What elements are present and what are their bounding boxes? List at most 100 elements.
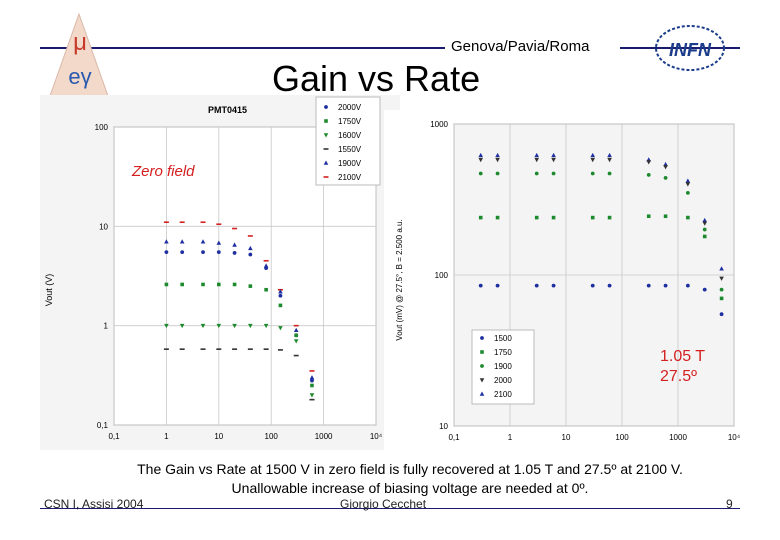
footer-author: Giorgio Cecchet: [340, 497, 427, 511]
data-point: [216, 323, 222, 329]
legend-label: 1600V: [338, 131, 362, 140]
data-point: [278, 293, 283, 298]
infn-text: INFN: [669, 40, 712, 60]
legend-marker: [323, 133, 329, 138]
data-point: [232, 227, 238, 230]
x-tick-label: 1: [508, 433, 513, 442]
data-point: [278, 303, 283, 308]
data-point: [646, 160, 652, 165]
footer-page-number: 9: [726, 497, 733, 511]
data-point: [310, 383, 314, 388]
left-legend: 2000V 1750V 1600V 1550V 1900V 2100V: [315, 96, 381, 186]
data-point: [702, 227, 707, 232]
data-point: [478, 215, 483, 220]
data-point: [478, 152, 484, 158]
data-point: [607, 171, 612, 176]
data-point: [293, 327, 299, 333]
data-point: [534, 283, 539, 288]
data-point: [201, 282, 205, 287]
pmt-label: PMT0415: [208, 105, 247, 115]
data-point: [309, 375, 315, 380]
left-chart: 100 10 1 0,1 0,1 1 10 100 1000 10⁴ PMT0415 Vout …: [40, 95, 400, 450]
x-tick-label: 0,1: [448, 433, 460, 442]
data-point: [607, 157, 612, 163]
data-point: [232, 323, 237, 329]
data-point: [685, 283, 690, 288]
y-tick-label: 1: [104, 322, 109, 331]
y-tick-label: 10: [99, 222, 108, 231]
data-point: [590, 215, 595, 220]
infn-logo-icon: INFN: [655, 25, 725, 71]
data-point: [164, 250, 169, 255]
data-point: [200, 348, 206, 350]
data-point: [248, 245, 253, 251]
data-point: [719, 312, 724, 317]
logo-mu-text: μ: [73, 29, 87, 56]
caption-line2: Unallowable increase of biasing voltage …: [231, 480, 589, 496]
y-tick-label: 100: [95, 123, 109, 132]
collaboration-label: Genova/Pavia/Roma: [451, 38, 590, 55]
data-point: [646, 214, 651, 219]
legend-label: 1550V: [338, 145, 362, 154]
data-point: [180, 282, 184, 287]
legend-label: 2000: [494, 376, 512, 385]
logo-eg-text: eγ: [68, 64, 91, 89]
data-point: [200, 323, 206, 329]
data-point: [607, 152, 612, 158]
data-point: [277, 349, 283, 351]
legend-marker: [323, 148, 329, 150]
x-tick-label: 1000: [669, 433, 687, 442]
data-point: [247, 348, 253, 350]
data-point: [163, 348, 169, 350]
y-tick-label: 1000: [430, 120, 448, 129]
data-point: [590, 283, 595, 288]
infn-logo: INFN: [650, 20, 730, 76]
legend-label: 2100: [494, 390, 512, 399]
data-point: [200, 221, 206, 224]
x-tick-label: 0,1: [108, 432, 120, 441]
data-point: [310, 378, 314, 383]
data-point: [163, 221, 169, 224]
right-xticks: 0,1 1 10 100 1000 10⁴: [448, 433, 740, 442]
data-point: [294, 333, 299, 338]
field-annotation-line1: 1.05 T: [660, 348, 706, 365]
data-point: [216, 348, 222, 350]
footer-rule: [40, 508, 740, 509]
legend-label: 1500: [494, 334, 512, 343]
right-yticks: 1000 100 10: [430, 120, 448, 431]
data-point: [495, 157, 500, 163]
legend-label: 2000V: [338, 103, 362, 112]
legend-marker: [480, 364, 484, 368]
right-legend: 1500 1750 1900 2000 2100: [471, 329, 535, 405]
right-ylabel: Vout (mV) @ 27.5°, B = 2.500 a.u.: [395, 219, 404, 340]
data-point: [264, 287, 268, 292]
slide-title: Gain vs Rate: [272, 58, 481, 99]
data-point: [495, 283, 500, 288]
data-point: [200, 239, 206, 244]
left-points: [163, 221, 315, 401]
data-point: [263, 259, 269, 262]
data-point: [702, 217, 708, 223]
legend-label: 1900V: [338, 159, 362, 168]
data-point: [495, 171, 500, 176]
data-point: [216, 240, 222, 245]
caption-line1: The Gain vs Rate at 1500 V in zero field…: [137, 461, 683, 477]
data-point: [478, 171, 483, 176]
data-point: [534, 171, 539, 176]
data-point: [216, 250, 221, 255]
data-point: [164, 239, 169, 244]
y-tick-label: 10: [439, 422, 448, 431]
data-point: [551, 152, 556, 158]
data-point: [685, 178, 691, 183]
data-point: [248, 323, 253, 329]
data-point: [216, 223, 222, 226]
legend-marker: [480, 350, 484, 354]
footer-conference: CSN I, Assisi 2004: [44, 497, 144, 511]
data-point: [551, 283, 556, 288]
left-ylabel: Vout (V): [44, 274, 54, 307]
field-annotation: 1.05 T 27.5º: [660, 347, 705, 387]
data-point: [179, 323, 185, 329]
data-point: [607, 215, 612, 220]
x-tick-label: 10⁴: [728, 433, 741, 442]
data-point: [551, 157, 556, 163]
